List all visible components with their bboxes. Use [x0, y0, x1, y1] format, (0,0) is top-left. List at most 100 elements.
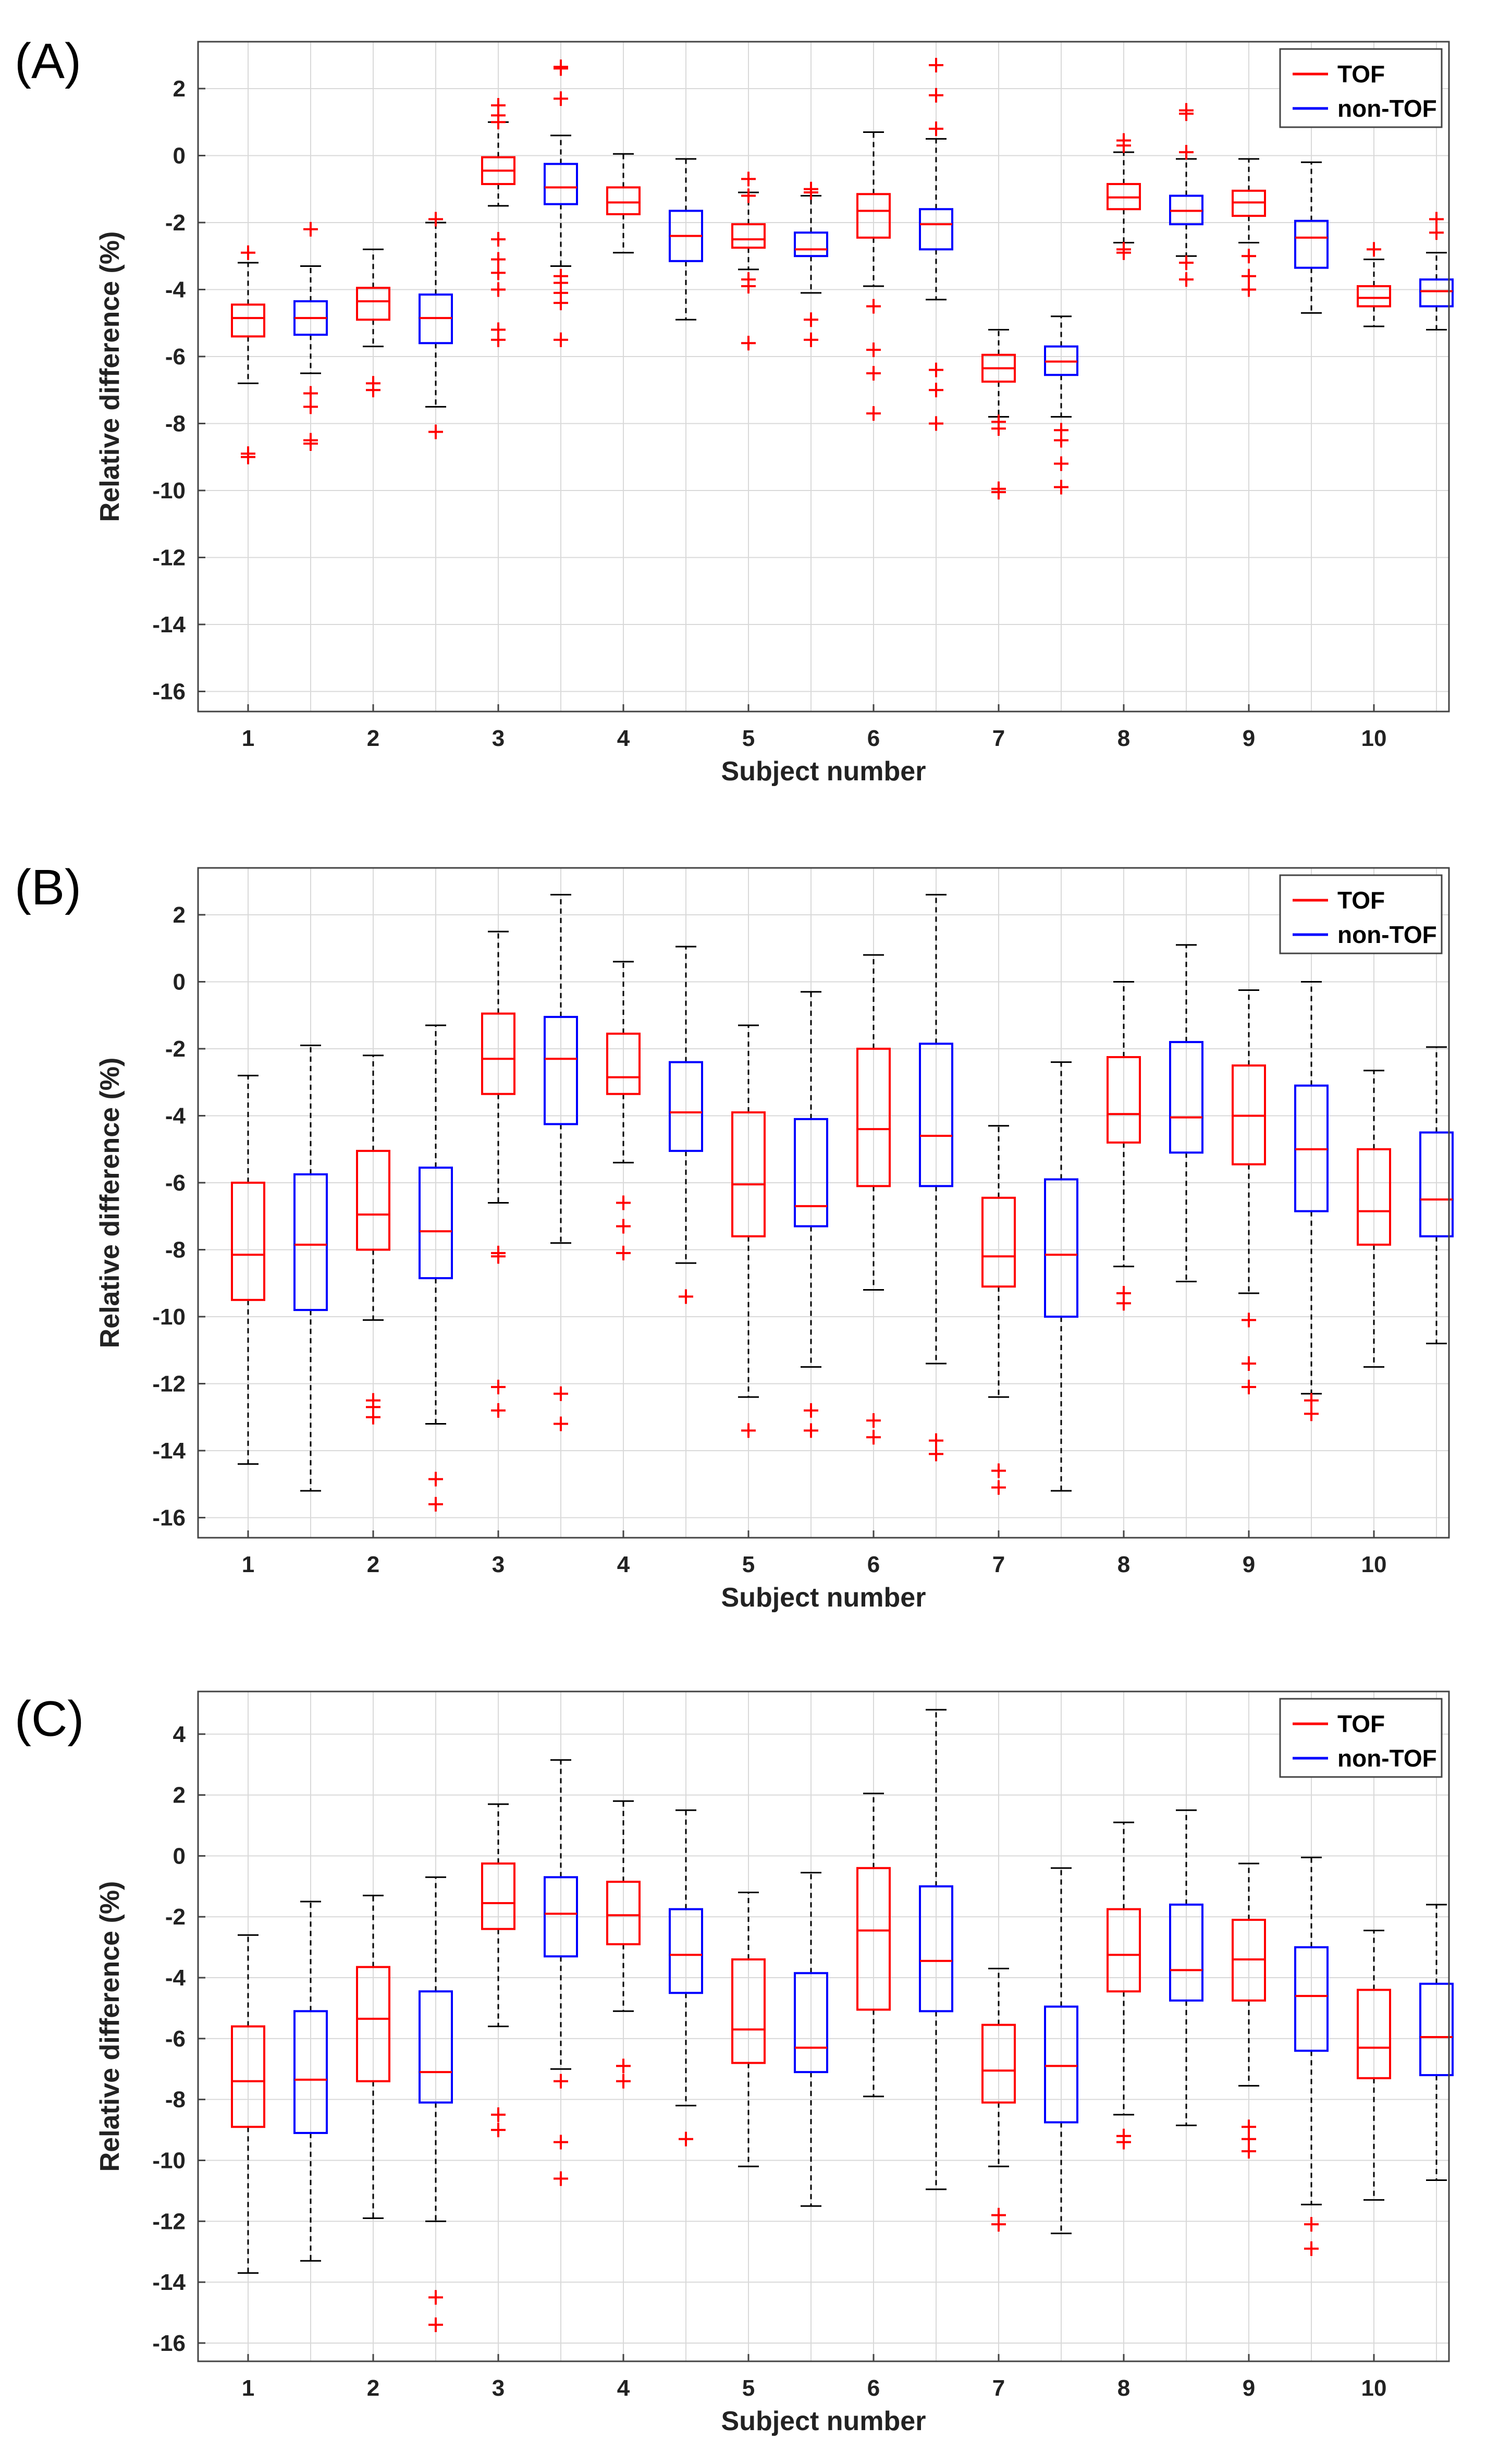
y-tick-label: -14: [152, 1438, 186, 1464]
x-tick-label: 4: [617, 1552, 630, 1577]
outlier-marker: [929, 88, 943, 103]
box-non-tof-subject-4: [669, 158, 703, 321]
y-tick-label: -4: [165, 277, 186, 302]
x-tick-label: 9: [1243, 2375, 1255, 2401]
outlier-marker: [1054, 480, 1068, 495]
box-non-tof-subject-1: [293, 222, 328, 451]
outlier-marker: [1116, 133, 1131, 148]
outlier-marker: [991, 421, 1006, 436]
outlier-marker: [1242, 268, 1256, 284]
box-iqr: [544, 1876, 578, 1958]
x-tick-label: 4: [617, 726, 630, 751]
box-iqr: [1294, 219, 1329, 269]
outlier-marker: [1242, 1356, 1256, 1371]
box-iqr: [919, 208, 953, 251]
legend-label-tof: TOF: [1337, 1710, 1385, 1737]
outlier-marker: [1242, 249, 1256, 264]
plot-frame: [197, 1690, 1450, 2362]
box-tof-subject-4: [606, 1800, 641, 2089]
box-tof-subject-7: [981, 1968, 1016, 2232]
box-iqr: [794, 231, 828, 258]
plot-area: [198, 868, 1449, 1538]
box-non-tof-subject-3: [544, 59, 578, 347]
box-non-tof-subject-3: [544, 893, 578, 1431]
box-iqr: [981, 2024, 1016, 2104]
outlier-marker: [616, 1245, 631, 1260]
legend-box: [1279, 874, 1443, 954]
outlier-marker: [866, 342, 881, 358]
y-tick-label: 4: [173, 1722, 186, 1747]
outlier-marker: [804, 1423, 818, 1438]
outlier-marker: [491, 1249, 506, 1264]
box-non-tof-subject-2: [419, 1024, 453, 1512]
box-non-tof-subject-1: [293, 1045, 328, 1492]
outlier-marker: [804, 332, 818, 347]
box-tof-subject-3: [481, 930, 515, 1418]
outlier-marker: [428, 424, 443, 439]
box-iqr: [919, 1043, 953, 1187]
outlier-marker: [866, 1430, 881, 1445]
box-iqr: [669, 1908, 703, 1994]
box-iqr: [981, 1196, 1016, 1288]
y-tick-label: -10: [152, 478, 186, 504]
x-tick-label: 3: [492, 1552, 505, 1577]
outlier-marker: [991, 1480, 1006, 1495]
box-tof-subject-1: [231, 1934, 265, 2274]
y-tick-label: -6: [165, 2026, 186, 2052]
plot-frame: [197, 867, 1450, 1539]
y-tick-label: -8: [165, 2087, 186, 2113]
outlier-marker: [491, 252, 506, 267]
outlier-marker: [741, 279, 756, 294]
box-iqr: [1357, 285, 1391, 308]
box-non-tof-subject-10: [1419, 1046, 1454, 1344]
y-tick-label: -4: [165, 1103, 186, 1129]
y-tick-label: -4: [165, 1965, 186, 1991]
box-iqr: [856, 193, 891, 239]
box-non-tof-subject-1: [293, 1901, 328, 2262]
box-iqr: [731, 1958, 766, 2064]
outlier-marker: [616, 1195, 631, 1210]
box-iqr: [731, 1111, 766, 1237]
x-tick-label: 10: [1361, 726, 1387, 751]
box-tof-subject-9: [1232, 158, 1266, 297]
box-tof-subject-8: [1107, 980, 1141, 1311]
outlier-marker: [616, 2074, 631, 2089]
x-tick-label: 8: [1117, 1552, 1130, 1577]
y-tick-label: -16: [152, 1505, 186, 1530]
box-tof-subject-1: [231, 1074, 265, 1465]
outlier-marker: [491, 2107, 506, 2122]
panel-label: (C): [15, 1691, 84, 1747]
box-tof-subject-10: [1357, 1070, 1391, 1368]
outlier-marker: [303, 222, 318, 237]
plot-area: [198, 1691, 1449, 2361]
outlier-marker: [929, 1433, 943, 1448]
x-tick-label: 6: [867, 2375, 880, 2401]
box-iqr: [231, 303, 265, 338]
box-non-tof-subject-7: [1044, 315, 1078, 495]
box-iqr: [1044, 1178, 1078, 1318]
x-tick-label: 7: [992, 1552, 1005, 1577]
legend-box: [1279, 1698, 1443, 1778]
outlier-marker: [929, 121, 943, 137]
box-tof-subject-2: [356, 1894, 390, 2219]
y-tick-label: 0: [173, 969, 186, 995]
outlier-marker: [491, 115, 506, 130]
outlier-marker: [991, 1463, 1006, 1478]
box-iqr: [669, 1061, 703, 1152]
box-tof-subject-4: [606, 153, 641, 254]
outlier-marker: [1054, 456, 1068, 471]
legend-label-non-tof: non-TOF: [1337, 1745, 1437, 1772]
outlier-marker: [1304, 2241, 1319, 2256]
outlier-marker: [929, 362, 943, 377]
box-iqr: [606, 1881, 641, 1945]
y-axis-label: Relative difference (%): [95, 1881, 125, 2172]
box-iqr: [1294, 1946, 1329, 2052]
x-axis-label: Subject number: [721, 2406, 926, 2436]
outlier-marker: [1054, 433, 1068, 448]
y-tick-label: -14: [152, 2270, 186, 2295]
y-axis-label: Relative difference (%): [95, 231, 125, 522]
box-tof-subject-5: [731, 1024, 766, 1438]
box-tof-subject-5: [731, 1892, 766, 2167]
outlier-marker: [929, 57, 943, 72]
outlier-marker: [491, 232, 506, 247]
